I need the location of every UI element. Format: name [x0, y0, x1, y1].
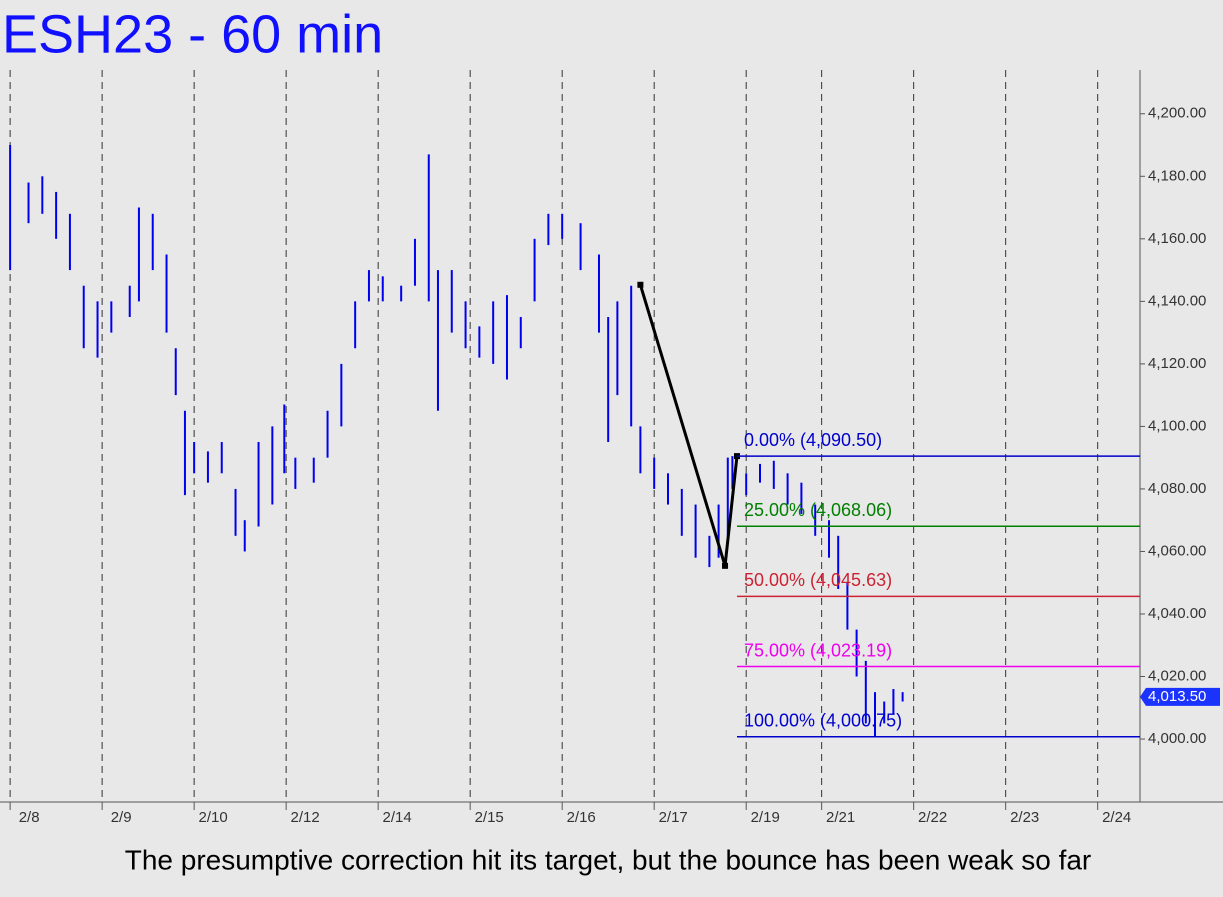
swing-point	[722, 562, 729, 569]
x-tick-label: 2/8	[19, 809, 40, 826]
caption: The presumptive correction hit its targe…	[125, 844, 1092, 875]
x-tick-label: 2/10	[199, 809, 228, 826]
x-tick-label: 2/15	[475, 809, 504, 826]
y-tick-label: 4,060.00	[1148, 542, 1206, 559]
x-tick-label: 2/21	[826, 809, 855, 826]
chart-title: ESH23 - 60 min	[2, 4, 383, 64]
x-tick-label: 2/16	[567, 809, 596, 826]
last-price-box	[1140, 687, 1220, 706]
x-tick-label: 2/19	[751, 809, 780, 826]
x-tick-label: 2/17	[659, 809, 688, 826]
y-tick-label: 4,100.00	[1148, 417, 1206, 434]
last-price-label: 4,013.50	[1148, 688, 1206, 705]
y-tick-label: 4,120.00	[1148, 355, 1206, 372]
y-tick-label: 4,040.00	[1148, 605, 1206, 622]
y-tick-label: 4,180.00	[1148, 167, 1206, 184]
fib-label: 0.00% (4,090.50)	[744, 430, 882, 450]
y-tick-label: 4,160.00	[1148, 230, 1206, 247]
x-tick-label: 2/12	[291, 809, 320, 826]
y-tick-label: 4,000.00	[1148, 730, 1206, 747]
y-tick-label: 4,080.00	[1148, 480, 1206, 497]
x-tick-label: 2/9	[111, 809, 132, 826]
fib-label: 100.00% (4,000.75)	[744, 710, 902, 730]
y-tick-label: 4,140.00	[1148, 292, 1206, 309]
x-tick-label: 2/23	[1010, 809, 1039, 826]
x-tick-label: 2/14	[383, 809, 412, 826]
x-tick-label: 2/24	[1102, 809, 1131, 826]
y-tick-label: 4,020.00	[1148, 667, 1206, 684]
fib-label: 50.00% (4,045.63)	[744, 570, 892, 590]
fib-label: 25.00% (4,068.06)	[744, 500, 892, 520]
swing-point	[637, 281, 644, 288]
x-tick-label: 2/22	[918, 809, 947, 826]
fib-label: 75.00% (4,023.19)	[744, 640, 892, 660]
y-tick-label: 4,200.00	[1148, 105, 1206, 122]
